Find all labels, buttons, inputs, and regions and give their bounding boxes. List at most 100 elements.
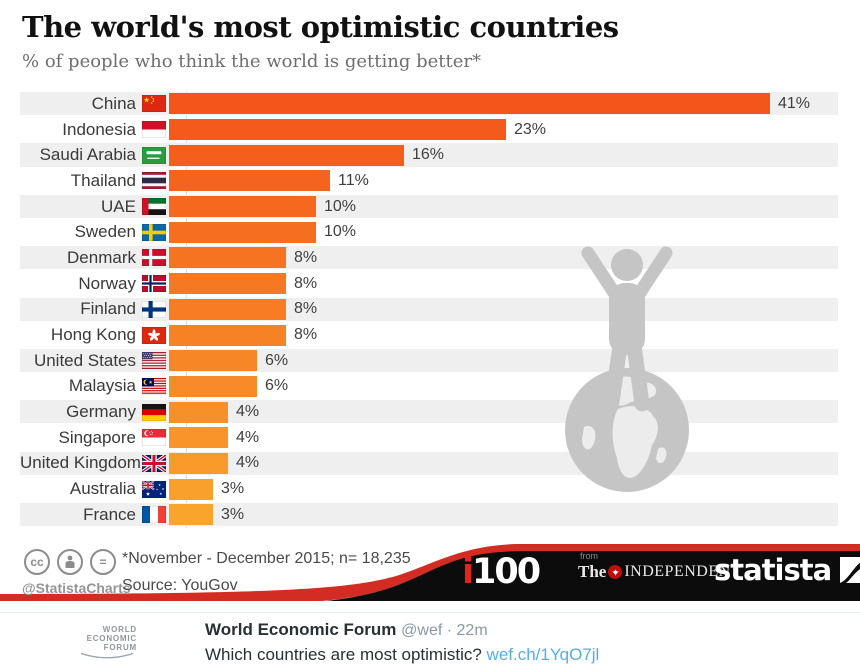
value-bar	[169, 478, 213, 500]
value-bar	[169, 427, 228, 449]
value-bar	[169, 247, 286, 269]
header: The world's most optimistic countries % …	[22, 10, 822, 72]
thailand-flag-icon	[142, 172, 166, 190]
country-label: Finland	[80, 299, 136, 319]
value-bar	[169, 350, 257, 372]
footnote: *November - December 2015; n= 18,235	[122, 550, 411, 567]
uae-flag-icon	[142, 198, 166, 216]
table-row: Norway 8%	[0, 271, 860, 297]
singapore-flag-icon	[142, 429, 166, 447]
table-row: France 3%	[0, 502, 860, 528]
table-row: China 41%	[0, 91, 860, 117]
page-subtitle: % of people who think the world is getti…	[22, 51, 481, 72]
wef-avatar-logo[interactable]: WORLD ECONOMIC FORUM	[55, 625, 137, 663]
country-label: France	[83, 504, 136, 524]
china-flag-icon	[142, 95, 166, 113]
table-row: Australia 3%	[0, 476, 860, 502]
value-bar	[169, 93, 770, 115]
country-label: Saudi Arabia	[39, 145, 136, 165]
sweden-flag-icon	[142, 223, 166, 241]
value-label: 4%	[236, 454, 260, 472]
tweet-text: Which countries are most optimistic?	[205, 645, 487, 664]
value-label: 3%	[221, 505, 245, 523]
value-bar	[169, 144, 404, 166]
value-bar	[169, 119, 506, 141]
license-icons: cc =	[24, 549, 116, 575]
value-label: 6%	[265, 351, 289, 369]
independent-the-label: The	[578, 562, 607, 581]
value-bar	[169, 170, 330, 192]
footer: cc = @StatistaCharts *November - Decembe…	[0, 543, 860, 601]
person-on-globe-icon	[565, 246, 689, 492]
value-label: 10%	[324, 197, 357, 215]
cc-icon: cc	[24, 549, 50, 575]
statista-glyph-icon	[840, 557, 860, 583]
country-label: UAE	[101, 196, 136, 216]
value-label: 8%	[294, 300, 318, 318]
country-label: United Kingdom	[20, 453, 141, 473]
indonesia-flag-icon	[142, 121, 166, 139]
table-row: Saudi Arabia 16%	[0, 142, 860, 168]
person-on-globe-graphic	[542, 243, 712, 493]
australia-flag-icon	[142, 480, 166, 498]
value-label: 8%	[294, 326, 318, 344]
value-bar	[169, 324, 286, 346]
table-row: Denmark 8%	[0, 245, 860, 271]
country-label: Singapore	[58, 427, 136, 447]
i100-logo-number: 100	[472, 552, 541, 592]
country-label: Indonesia	[62, 119, 136, 139]
footer-wave-graphic	[0, 543, 860, 601]
value-bar	[169, 504, 213, 526]
row-band	[20, 503, 838, 527]
i100-logo-i: i	[462, 552, 474, 592]
tweet-separator: ·	[446, 622, 453, 639]
value-bar	[169, 196, 316, 218]
tweet-body: World Economic Forum @wef · 22m Which co…	[205, 620, 599, 665]
denmark-flag-icon	[142, 249, 166, 267]
table-row: United Kingdom 4%	[0, 451, 860, 477]
country-label: Thailand	[70, 170, 136, 190]
country-label: Norway	[78, 273, 136, 293]
germany-flag-icon	[142, 403, 166, 421]
norway-flag-icon	[142, 275, 166, 293]
value-label: 41%	[778, 94, 811, 112]
value-label: 4%	[236, 428, 260, 446]
page-title: The world's most optimistic countries	[22, 10, 619, 44]
bar-chart: China 41% Indonesia 23% Saudi Arabia 16%	[0, 91, 860, 528]
tweet-handle[interactable]: @wef	[401, 622, 443, 639]
statista-logo: statista	[714, 553, 860, 587]
united-states-flag-icon	[142, 352, 166, 370]
tweet-bar: WORLD ECONOMIC FORUM World Economic Foru…	[0, 612, 860, 672]
tweet-timestamp: 22m	[456, 622, 488, 639]
united-kingdom-flag-icon	[142, 454, 166, 472]
independent-logo: from The INDEPENDENT	[578, 551, 741, 582]
value-bar	[169, 273, 286, 295]
table-row: Finland 8%	[0, 297, 860, 323]
value-label: 3%	[221, 480, 245, 498]
value-label: 23%	[514, 120, 547, 138]
country-label: Malaysia	[68, 376, 136, 396]
value-label: 4%	[236, 403, 260, 421]
value-label: 10%	[324, 223, 357, 241]
table-row: Sweden 10%	[0, 219, 860, 245]
value-bar	[169, 298, 286, 320]
hong-kong-flag-icon	[142, 326, 166, 344]
i100-logo: i100	[462, 552, 541, 592]
table-row: Germany 4%	[0, 399, 860, 425]
tweet-author[interactable]: World Economic Forum	[205, 620, 397, 639]
country-label: United States	[33, 350, 136, 370]
value-label: 11%	[338, 171, 369, 189]
value-bar	[169, 452, 228, 474]
table-row: Singapore 4%	[0, 425, 860, 451]
malaysia-flag-icon	[142, 377, 166, 395]
statista-wordmark: statista	[714, 553, 832, 587]
table-row: UAE 10%	[0, 194, 860, 220]
value-label: 6%	[265, 377, 289, 395]
value-label: 8%	[294, 274, 318, 292]
table-row: Malaysia 6%	[0, 374, 860, 400]
tweet-link[interactable]: wef.ch/1YqO7jl	[486, 645, 600, 664]
table-row: Hong Kong 8%	[0, 322, 860, 348]
value-bar	[169, 375, 257, 397]
value-bar	[169, 221, 316, 243]
